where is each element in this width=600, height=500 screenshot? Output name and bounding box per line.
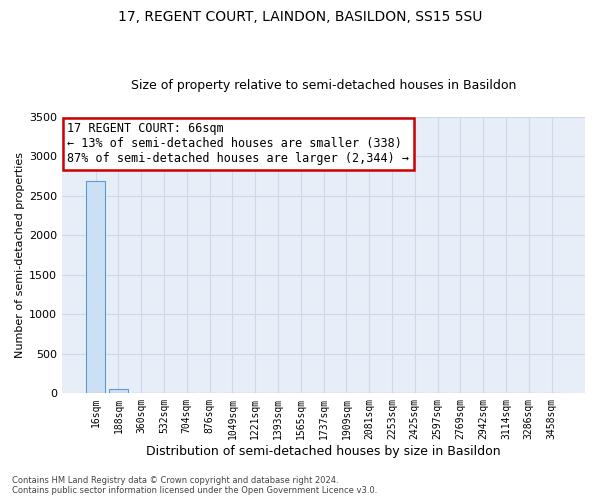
Bar <box>86 182 105 393</box>
Text: 17, REGENT COURT, LAINDON, BASILDON, SS15 5SU: 17, REGENT COURT, LAINDON, BASILDON, SS1… <box>118 10 482 24</box>
Bar <box>109 389 128 393</box>
Text: Contains HM Land Registry data © Crown copyright and database right 2024.
Contai: Contains HM Land Registry data © Crown c… <box>12 476 377 495</box>
Text: 17 REGENT COURT: 66sqm
← 13% of semi-detached houses are smaller (338)
87% of se: 17 REGENT COURT: 66sqm ← 13% of semi-det… <box>67 122 409 166</box>
Y-axis label: Number of semi-detached properties: Number of semi-detached properties <box>15 152 25 358</box>
X-axis label: Distribution of semi-detached houses by size in Basildon: Distribution of semi-detached houses by … <box>146 444 501 458</box>
Title: Size of property relative to semi-detached houses in Basildon: Size of property relative to semi-detach… <box>131 79 516 92</box>
